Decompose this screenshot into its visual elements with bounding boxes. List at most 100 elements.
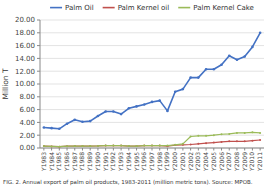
x-tick-label: Y2000: [171, 152, 178, 172]
series-point: [136, 145, 138, 147]
series-point: [43, 126, 46, 129]
y-tick-label: 18.00: [15, 29, 35, 37]
x-tick: [236, 148, 237, 151]
x-tick-label: Y1998: [156, 152, 163, 172]
x-tick: [213, 148, 214, 151]
series-point: [89, 145, 91, 147]
grid-line: [40, 135, 264, 136]
x-tick-label: Y1989: [86, 152, 93, 172]
series-point: [151, 101, 154, 104]
series-point: [259, 32, 262, 35]
series-point: [166, 145, 168, 147]
x-tick-label: Y1990: [94, 152, 101, 172]
x-tick: [152, 148, 153, 151]
series-point: [66, 122, 69, 125]
x-tick-label: Y2005: [210, 152, 217, 172]
series-point: [174, 144, 176, 146]
series-point: [104, 110, 107, 113]
x-tick: [51, 148, 52, 151]
series-point: [244, 140, 246, 142]
series-point: [128, 145, 130, 147]
x-tick-label: Y2011: [256, 152, 263, 172]
x-tick: [260, 148, 261, 151]
series-point: [136, 145, 138, 147]
y-tick-label: 14.00: [15, 55, 35, 63]
series-point: [236, 58, 239, 61]
series-point: [135, 105, 138, 108]
series-point: [221, 133, 223, 135]
series-point: [221, 141, 223, 143]
y-tick-label: 16.00: [15, 42, 35, 50]
x-tick: [190, 148, 191, 151]
legend-swatch: [50, 7, 62, 9]
series-point: [182, 143, 184, 145]
series-point: [228, 133, 230, 135]
x-tick-label: Y1985: [55, 152, 62, 172]
x-tick: [252, 148, 253, 151]
series-point: [190, 143, 192, 145]
series-point: [73, 119, 76, 122]
plot-area: [43, 32, 262, 148]
x-tick: [90, 148, 91, 151]
x-tick-label: Y2001: [179, 152, 186, 172]
series-point: [58, 128, 61, 131]
y-tick-label: 0.00: [19, 144, 35, 152]
series-point: [43, 145, 45, 147]
x-tick: [244, 148, 245, 151]
series-line: [44, 132, 260, 146]
series-point: [182, 88, 185, 91]
series-point: [143, 103, 146, 106]
series-point: [58, 146, 60, 148]
grid-line: [40, 71, 264, 72]
series-point: [51, 145, 53, 147]
series-point: [205, 68, 208, 71]
series-point: [105, 145, 107, 147]
series-point: [151, 145, 153, 147]
series-point: [236, 140, 238, 142]
x-tick: [43, 148, 44, 151]
grid-line: [40, 96, 264, 97]
series-point: [89, 145, 91, 147]
series-point: [212, 68, 215, 71]
x-tick-label: Y2006: [218, 152, 225, 172]
series-point: [74, 145, 76, 147]
grid-line: [40, 45, 264, 46]
x-tick-label: Y2010: [248, 152, 255, 172]
x-tick-label: Y2007: [225, 152, 232, 172]
series-point: [251, 46, 254, 49]
y-tick-label: 8.00: [19, 93, 35, 101]
series-point: [81, 145, 83, 147]
grid-line: [40, 58, 264, 59]
x-tick-label: Y1986: [63, 152, 70, 172]
x-tick: [136, 148, 137, 151]
legend: Palm OilPalm Kernel oilPalm Kernel Cake: [50, 4, 254, 12]
x-tick-label: Y2002: [187, 152, 194, 172]
x-tick: [59, 148, 60, 151]
x-tick: [159, 148, 160, 151]
series-point: [251, 131, 253, 133]
series-point: [43, 145, 45, 147]
series-point: [74, 145, 76, 147]
series-point: [143, 145, 145, 147]
series-point: [97, 145, 99, 147]
series-point: [143, 145, 145, 147]
x-tick-label: Y1994: [125, 152, 132, 172]
series-point: [236, 132, 238, 134]
series-point: [174, 90, 177, 93]
x-tick-label: Y1987: [71, 152, 78, 172]
grid-line: [40, 122, 264, 123]
x-tick-label: Y1988: [78, 152, 85, 172]
y-tick-label: 12.00: [15, 68, 35, 76]
series-point: [159, 145, 161, 147]
series-point: [97, 115, 100, 118]
y-tick-label: 2.00: [19, 132, 35, 140]
series-point: [120, 145, 122, 147]
series-point: [197, 76, 200, 79]
series-point: [128, 145, 130, 147]
grid-line: [40, 32, 264, 33]
x-tick-label: Y2008: [233, 152, 240, 172]
legend-label: Palm Kernel oil: [118, 4, 170, 12]
series-point: [174, 144, 176, 146]
series-point: [197, 143, 199, 145]
series-point: [244, 132, 246, 134]
